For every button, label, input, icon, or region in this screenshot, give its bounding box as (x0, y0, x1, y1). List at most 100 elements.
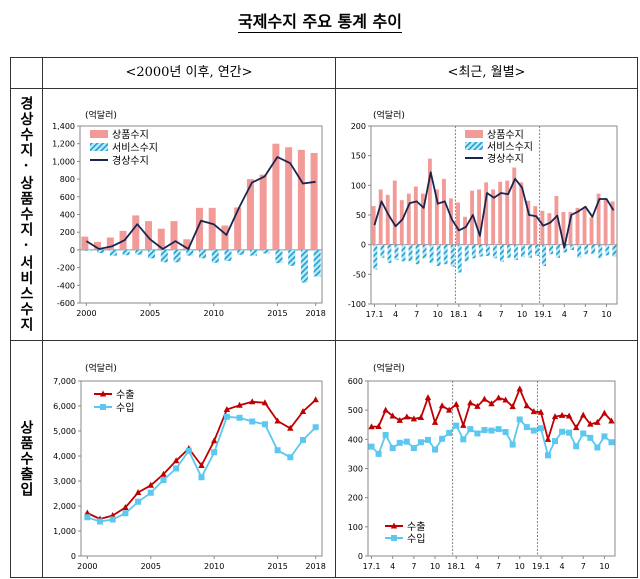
x-tick-label: 17.1 (363, 562, 381, 571)
exports-line (86, 399, 317, 520)
goods-balance-bar (406, 193, 411, 245)
imports-marker (559, 428, 566, 435)
y-tick-label: 2,000 (53, 502, 76, 511)
exports-marker (460, 421, 467, 428)
legend-goods-swatch (465, 130, 483, 138)
goods-balance-bar (246, 179, 254, 250)
x-tick-label: 4 (560, 562, 565, 571)
imports-marker (601, 433, 608, 440)
x-tick-label: 2018 (305, 562, 325, 571)
services-balance-bar (249, 249, 257, 256)
y-tick-label: 800 (60, 175, 75, 184)
services-balance-bar (443, 244, 448, 265)
imports-marker (396, 439, 403, 446)
row-label-balance-text: 경상수지·상품수지·서비스수지 (18, 96, 34, 333)
y-tick-label: 6,000 (53, 402, 76, 411)
exports-marker (523, 402, 530, 409)
services-balance-bar (84, 249, 92, 251)
imports-marker (516, 416, 523, 423)
exports-marker (147, 481, 154, 488)
legend-label: 경상수지 (112, 154, 149, 167)
exports-marker (502, 396, 509, 403)
services-balance-bar (109, 249, 117, 256)
goods-balance-bar (484, 182, 489, 245)
imports-marker (446, 429, 453, 436)
goods-balance-bar (589, 217, 594, 245)
x-tick-label: 2010 (204, 562, 224, 571)
plot-area (80, 380, 323, 557)
exports-marker (210, 437, 218, 444)
imports-marker (608, 439, 615, 446)
imports-marker (481, 427, 488, 433)
goods-balance-bar (259, 174, 267, 250)
imports-marker (417, 439, 424, 446)
x-tick-label: 18.1 (447, 562, 465, 571)
imports-marker (439, 435, 446, 442)
goods-balance-bar (526, 200, 531, 245)
goods-balance-bar (208, 207, 216, 250)
y-tick-label: 100 (348, 523, 363, 532)
services-balance-bar (122, 249, 130, 256)
imports-marker (249, 418, 256, 425)
y-tick-label: -50 (353, 270, 366, 279)
imports-marker (488, 427, 495, 434)
services-balance-bar (584, 244, 589, 255)
imports-marker (382, 431, 389, 438)
services-balance-bar (148, 249, 156, 259)
services-balance-bar (457, 244, 462, 273)
legend-label: 수출 (116, 389, 134, 401)
services-balance-bar (237, 249, 245, 255)
services-balance-bar (387, 244, 392, 264)
imports-marker (403, 438, 410, 445)
exports-marker (587, 420, 594, 427)
legend-label: 수입 (116, 401, 134, 414)
goods-balance-bar (554, 196, 559, 245)
imports-marker (502, 429, 509, 436)
goods-balance-bar (456, 202, 460, 245)
exports-marker (558, 411, 566, 418)
exports-marker (495, 394, 502, 401)
exports-marker (274, 417, 281, 424)
exports-marker (287, 424, 294, 431)
exports-marker (608, 417, 615, 424)
imports-marker (460, 436, 467, 443)
goods-balance-bar (420, 193, 425, 245)
services-balance-bar (598, 244, 603, 259)
legend-label: 상품수지 (112, 129, 149, 141)
x-tick-label: 10 (599, 562, 609, 571)
services-balance-bar (492, 244, 497, 259)
x-tick-label: 4 (477, 310, 482, 319)
exports-marker (261, 399, 269, 406)
goods-balance-bar (512, 167, 517, 245)
exports-marker (474, 402, 481, 409)
x-tick-label: 18.1 (450, 310, 468, 319)
services-balance-bar (528, 244, 532, 258)
goods-balance-bar (81, 236, 89, 250)
x-tick-label: 10 (433, 310, 443, 319)
y-tick-label: 600 (348, 377, 363, 386)
imports-marker (432, 446, 439, 453)
exports-marker (198, 462, 205, 468)
imports-marker (573, 443, 580, 450)
goods-balance-bar (145, 221, 153, 250)
legend-services-swatch (90, 143, 108, 151)
exports-marker (516, 385, 523, 392)
imports-marker (368, 443, 375, 450)
exports-marker (530, 408, 538, 415)
y-tick-label: 200 (351, 122, 366, 131)
goods-balance-bar (463, 216, 467, 245)
imports-marker (410, 445, 417, 452)
exports-marker (160, 470, 167, 477)
plot-area (367, 380, 616, 557)
services-balance-bar (570, 244, 575, 251)
x-tick-label: 7 (498, 310, 503, 319)
exports-marker (580, 411, 587, 418)
exports-marker (417, 413, 425, 420)
services-balance-bar (542, 244, 546, 267)
exports-marker (572, 424, 580, 431)
services-balance-bar (521, 244, 525, 258)
exports-marker (84, 509, 91, 516)
table-divider-middle (335, 57, 336, 578)
legend-label: 경상수지 (487, 152, 524, 165)
imports-marker (135, 498, 142, 505)
